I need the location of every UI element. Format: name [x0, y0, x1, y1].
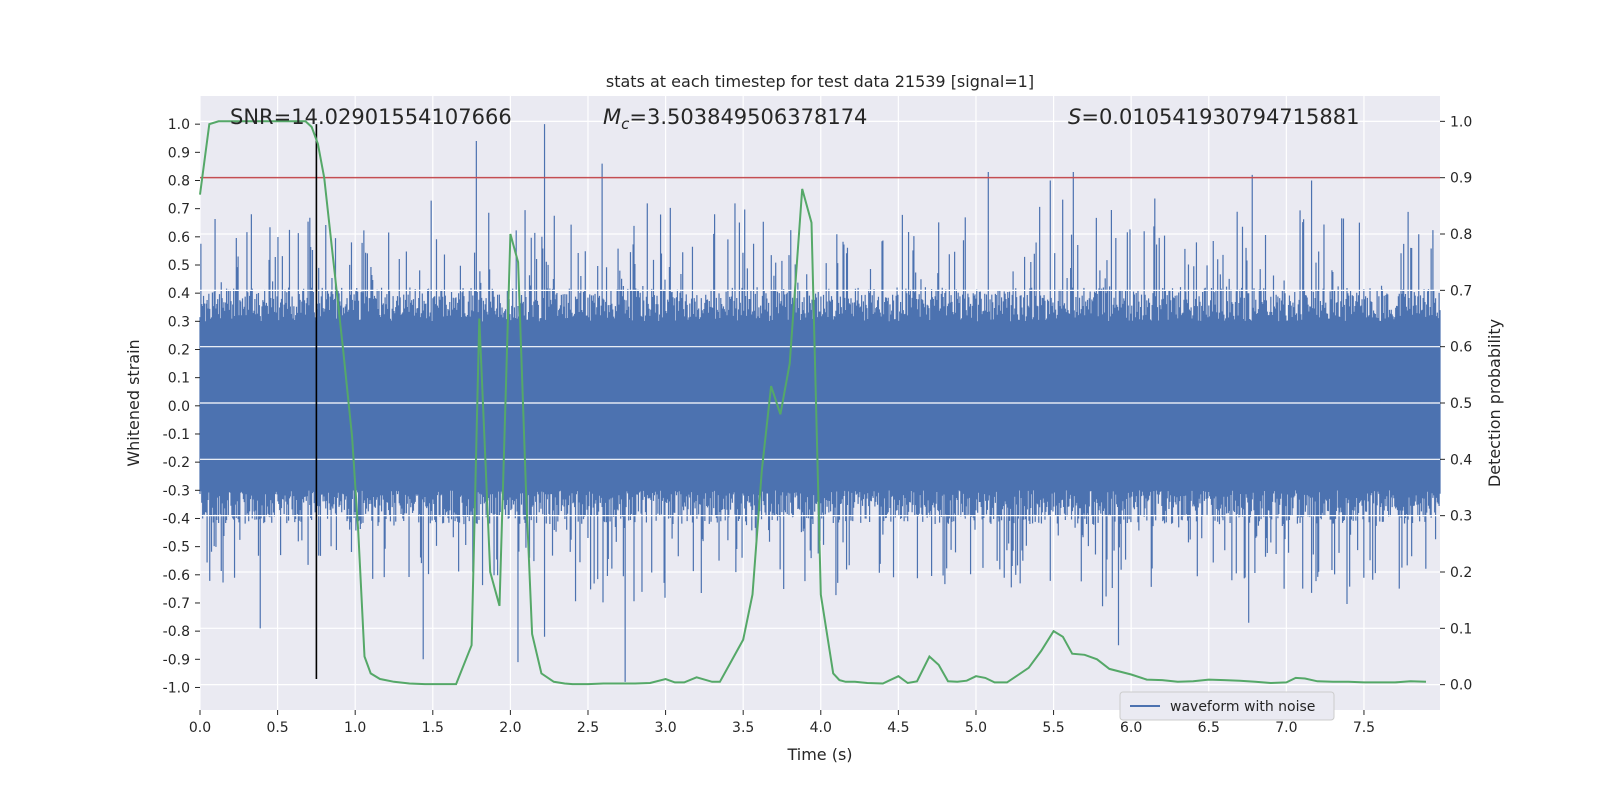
- y-tick-label: 0.9: [168, 145, 190, 161]
- y2-tick-label: 0.9: [1450, 171, 1472, 187]
- detection-probability-line: [199, 120, 1427, 686]
- y-tick-label: 1.0: [168, 117, 190, 133]
- chirp-mass-value: =3.503849506378174: [629, 105, 867, 129]
- y-tick-label: -0.3: [163, 483, 190, 499]
- chart-title: stats at each timestep for test data 215…: [606, 72, 1034, 91]
- legend-box: [1119, 691, 1335, 721]
- y2-tick-label: 1.0: [1450, 114, 1472, 130]
- y2-tick-label: 0.0: [1450, 678, 1472, 694]
- x-tick-label: 6.5: [1198, 720, 1220, 736]
- chirp-mass-symbol: M: [603, 105, 621, 129]
- y2-tick-label: 0.4: [1450, 452, 1472, 468]
- x-tick-label: 6.0: [1120, 720, 1142, 736]
- y-tick-label: -1.0: [163, 680, 190, 696]
- x-tick-label: 3.0: [654, 720, 676, 736]
- legend: waveform with noise: [1119, 691, 1335, 721]
- x-tick-label: 5.5: [1042, 720, 1064, 736]
- y-tick-labels: -1.0 -0.9 -0.8 -0.7 -0.6 -0.5 -0.4 -0.3 -0.2 -0.1…: [163, 117, 200, 696]
- y-tick-label: 0.8: [168, 173, 190, 189]
- y-tick-label: 0.4: [168, 286, 190, 302]
- y2-tick-label: 0.7: [1450, 283, 1472, 299]
- x-tick-label: 5.0: [965, 720, 987, 736]
- y2-tick-label: 0.5: [1450, 396, 1472, 412]
- x-tick-label: 0.0: [189, 720, 211, 736]
- x-tick-label: 2.5: [577, 720, 599, 736]
- x-tick-label: 3.5: [732, 720, 754, 736]
- y-tick-label: -0.6: [163, 568, 190, 584]
- y-tick-label: -0.1: [163, 427, 190, 443]
- s-value: =0.010541930794715881: [1081, 105, 1359, 129]
- waveform-dense-band: [200, 352, 1440, 460]
- y-tick-label: -0.7: [163, 596, 190, 612]
- y-tick-label: -0.9: [163, 652, 190, 668]
- x-tick-label: 2.0: [499, 720, 521, 736]
- y-tick-label: -0.2: [163, 455, 190, 471]
- x-tick-label: 1.5: [422, 720, 444, 736]
- y-tick-label: -0.8: [163, 624, 190, 640]
- y-tick-label: 0.7: [168, 202, 190, 218]
- legend-label-waveform: waveform with noise: [1170, 699, 1315, 715]
- x-tick-label: 1.0: [344, 720, 366, 736]
- y2-axis-label: Detection probability: [1485, 319, 1504, 487]
- y-tick-label: 0.6: [168, 230, 190, 246]
- y2-tick-label: 0.6: [1450, 340, 1472, 356]
- y-tick-label: 0.5: [168, 258, 190, 274]
- x-tick-label: 7.0: [1275, 720, 1297, 736]
- y2-tick-label: 0.2: [1450, 565, 1472, 581]
- waveform-series: [199, 124, 1441, 682]
- x-tick-labels: 0.0 0.5 1.0 1.5 2.0 2.5 3.0 3.5 4.0 4.5 5.0 5.5 6.0 6…: [189, 710, 1375, 736]
- y-tick-label: 0.0: [168, 399, 190, 415]
- x-tick-label: 4.0: [810, 720, 832, 736]
- y-tick-label: 0.1: [168, 371, 190, 387]
- y-tick-label: -0.4: [163, 511, 190, 527]
- snr-annotation: SNR=14.02901554107666: [230, 105, 512, 129]
- y2-tick-labels: 0.0 0.1 0.2 0.3 0.4 0.5 0.6 0.7 0.8 0.9 1.0: [1440, 114, 1472, 694]
- y2-tick-label: 0.3: [1450, 509, 1472, 525]
- x-tick-label: 0.5: [266, 720, 288, 736]
- y-axis-label: Whitened strain: [124, 339, 143, 466]
- x-axis-label: Time (s): [786, 745, 852, 764]
- s-annotation: S=0.010541930794715881: [1068, 105, 1359, 129]
- overlays: [200, 124, 1440, 680]
- y-tick-label: 0.2: [168, 342, 190, 358]
- y-tick-label: 0.3: [168, 314, 190, 330]
- chirp-mass-subscript: c: [621, 115, 630, 133]
- y2-tick-label: 0.8: [1450, 227, 1472, 243]
- y2-tick-label: 0.1: [1450, 621, 1472, 637]
- x-tick-label: 7.5: [1353, 720, 1375, 736]
- x-tick-label: 4.5: [887, 720, 909, 736]
- s-symbol: S: [1068, 105, 1081, 129]
- y-tick-label: -0.5: [163, 540, 190, 556]
- probability-series: [199, 120, 1427, 686]
- chirp-mass-annotation: Mc=3.503849506378174: [603, 105, 867, 133]
